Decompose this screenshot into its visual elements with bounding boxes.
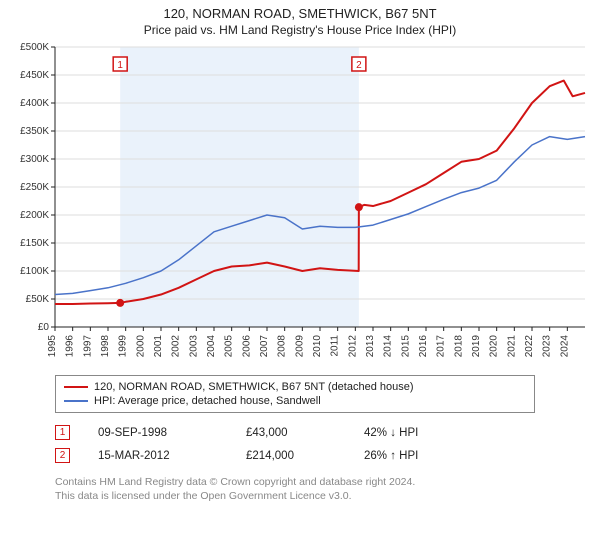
svg-text:2001: 2001 xyxy=(153,335,164,358)
legend-label: HPI: Average price, detached house, Sand… xyxy=(94,395,321,407)
svg-text:2006: 2006 xyxy=(241,335,252,358)
sale-date: 15-MAR-2012 xyxy=(98,450,218,462)
svg-text:2012: 2012 xyxy=(347,335,358,358)
footer-line1: Contains HM Land Registry data © Crown c… xyxy=(55,475,600,489)
legend-label: 120, NORMAN ROAD, SMETHWICK, B67 5NT (de… xyxy=(94,381,414,393)
svg-text:2004: 2004 xyxy=(206,335,217,358)
legend-swatch xyxy=(64,386,88,388)
title-main: 120, NORMAN ROAD, SMETHWICK, B67 5NT xyxy=(0,6,600,21)
footer-line2: This data is licensed under the Open Gov… xyxy=(55,489,600,503)
svg-text:2016: 2016 xyxy=(418,335,429,358)
legend-row: 120, NORMAN ROAD, SMETHWICK, B67 5NT (de… xyxy=(64,380,526,394)
sale-price: £214,000 xyxy=(246,450,336,462)
sale-delta: 42% ↓ HPI xyxy=(364,427,474,439)
chart: £0 £50K £100K £150K £200K £250K £300K £350K £400… xyxy=(0,37,600,367)
sales-list: 1 09-SEP-1998 £43,000 42% ↓ HPI 2 15-MAR-2012… xyxy=(55,421,600,467)
svg-text:2002: 2002 xyxy=(171,335,182,358)
svg-text:2: 2 xyxy=(356,60,362,71)
svg-text:2005: 2005 xyxy=(224,335,235,358)
titles: 120, NORMAN ROAD, SMETHWICK, B67 5NT Pri… xyxy=(0,0,600,37)
svg-text:2015: 2015 xyxy=(400,335,411,358)
svg-text:2013: 2013 xyxy=(365,335,376,358)
chart-container: 120, NORMAN ROAD, SMETHWICK, B67 5NT Pri… xyxy=(0,0,600,503)
sale-marker: 1 xyxy=(55,425,70,440)
legend-swatch xyxy=(64,400,88,402)
svg-text:£200K: £200K xyxy=(20,210,49,221)
svg-text:£0: £0 xyxy=(38,322,50,333)
sale-delta: 26% ↑ HPI xyxy=(364,450,474,462)
svg-text:2019: 2019 xyxy=(471,335,482,358)
svg-text:£150K: £150K xyxy=(20,238,49,249)
svg-text:2003: 2003 xyxy=(188,335,199,358)
svg-text:1996: 1996 xyxy=(65,335,76,358)
chart-svg: £0 £50K £100K £150K £200K £250K £300K £350K £400… xyxy=(0,37,600,367)
svg-text:1999: 1999 xyxy=(118,335,129,358)
svg-text:£400K: £400K xyxy=(20,98,49,109)
legend-row: HPI: Average price, detached house, Sand… xyxy=(64,394,526,408)
svg-text:2021: 2021 xyxy=(506,335,517,358)
sale-row: 2 15-MAR-2012 £214,000 26% ↑ HPI xyxy=(55,444,600,467)
svg-text:1998: 1998 xyxy=(100,335,111,358)
svg-text:2010: 2010 xyxy=(312,335,323,358)
sale-marker: 2 xyxy=(55,448,70,463)
svg-text:1997: 1997 xyxy=(82,335,93,358)
svg-text:£350K: £350K xyxy=(20,126,49,137)
svg-text:£450K: £450K xyxy=(20,70,49,81)
sale-price: £43,000 xyxy=(246,427,336,439)
sale-date: 09-SEP-1998 xyxy=(98,427,218,439)
svg-text:2014: 2014 xyxy=(383,335,394,358)
svg-text:£500K: £500K xyxy=(20,42,49,53)
svg-text:2008: 2008 xyxy=(277,335,288,358)
svg-text:2011: 2011 xyxy=(330,335,341,357)
svg-text:1: 1 xyxy=(117,60,123,71)
svg-text:£250K: £250K xyxy=(20,182,49,193)
svg-text:2023: 2023 xyxy=(542,335,553,358)
svg-text:1995: 1995 xyxy=(47,335,58,358)
svg-text:2022: 2022 xyxy=(524,335,535,358)
svg-text:£100K: £100K xyxy=(20,266,49,277)
legend: 120, NORMAN ROAD, SMETHWICK, B67 5NT (de… xyxy=(55,375,535,413)
svg-text:2017: 2017 xyxy=(436,335,447,358)
svg-text:£300K: £300K xyxy=(20,154,49,165)
svg-text:2007: 2007 xyxy=(259,335,270,358)
svg-text:2018: 2018 xyxy=(453,335,464,358)
svg-text:2020: 2020 xyxy=(489,335,500,358)
title-sub: Price paid vs. HM Land Registry's House … xyxy=(0,23,600,37)
svg-text:£50K: £50K xyxy=(26,294,50,305)
svg-text:2009: 2009 xyxy=(294,335,305,358)
svg-text:2024: 2024 xyxy=(559,335,570,358)
footer: Contains HM Land Registry data © Crown c… xyxy=(55,475,600,503)
sale-row: 1 09-SEP-1998 £43,000 42% ↓ HPI xyxy=(55,421,600,444)
svg-text:2000: 2000 xyxy=(135,335,146,358)
